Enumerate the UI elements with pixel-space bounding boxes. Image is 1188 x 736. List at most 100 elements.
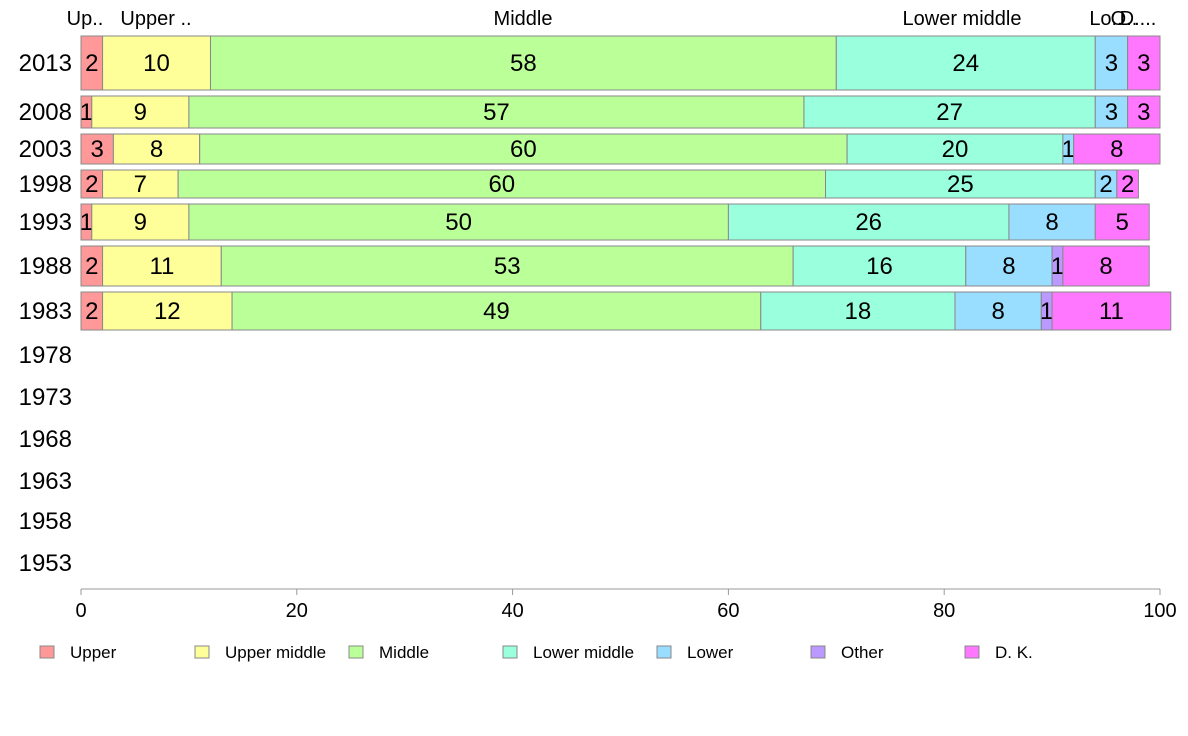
- legend-swatch: [502, 645, 518, 659]
- data-label: 8: [1110, 136, 1123, 163]
- data-label: 57: [483, 99, 510, 126]
- bar-segment: [1008, 203, 1096, 241]
- column-header-label: D....: [1120, 8, 1157, 30]
- y-tick-label: 1978: [19, 342, 72, 369]
- data-label: 8: [1045, 209, 1058, 236]
- data-label: 26: [855, 209, 882, 236]
- data-label: 25: [947, 171, 974, 198]
- legend-label: Upper: [70, 643, 117, 662]
- bar-segment: [1051, 291, 1172, 331]
- legend-swatch: [656, 645, 672, 659]
- bar-segment: [803, 95, 1096, 129]
- column-header-labels: Up.. Upper .. Middle Lower middle Lo..O..D..…: [67, 8, 1157, 30]
- data-label: 3: [1137, 99, 1150, 126]
- bar-segment: [965, 245, 1053, 287]
- bar-segment: [1062, 245, 1150, 287]
- bar-segment: [188, 95, 805, 129]
- y-tick-label: 1958: [19, 508, 72, 535]
- y-tick-label: 1953: [19, 550, 72, 577]
- x-tick-label: 100: [1143, 600, 1176, 622]
- bar-segment: [1127, 95, 1161, 129]
- bar-segment: [102, 291, 233, 331]
- data-label: 1: [1062, 136, 1075, 163]
- data-label: 1: [80, 99, 93, 126]
- data-label: 8: [1099, 253, 1112, 280]
- bar-segment: [199, 133, 848, 165]
- bar-segment: [1073, 133, 1161, 165]
- y-tick-label: 1968: [19, 426, 72, 453]
- y-tick-label: 2013: [19, 50, 72, 77]
- y-axis-labels: 2013 2008 2003 1998 1993 1988 1983 1978 1973 1968…: [19, 50, 72, 577]
- bar-segment: [231, 291, 762, 331]
- data-label: 60: [510, 136, 537, 163]
- legend-label: Other: [841, 643, 884, 662]
- bar-segment: [825, 169, 1096, 199]
- bar-segment: [1094, 203, 1150, 241]
- y-tick-label: 1988: [19, 253, 72, 280]
- data-label: 2: [85, 171, 98, 198]
- data-label: 2: [85, 298, 98, 325]
- data-label: 58: [510, 50, 537, 77]
- bar-segment: [792, 245, 967, 287]
- data-label: 2: [1121, 171, 1134, 198]
- x-tick-label: 60: [717, 600, 739, 622]
- bar-segment: [80, 133, 114, 165]
- data-label: 3: [91, 136, 104, 163]
- data-label: 53: [494, 253, 521, 280]
- data-label: 18: [845, 298, 872, 325]
- data-label: 11: [1099, 298, 1124, 325]
- data-label: 60: [488, 171, 515, 198]
- legend-swatch: [194, 645, 210, 659]
- data-label: 1: [1040, 298, 1053, 325]
- column-header-label: Up..: [67, 8, 104, 30]
- bar-segment: [112, 133, 201, 165]
- data-label: 9: [134, 209, 147, 236]
- bar-segment: [1116, 169, 1139, 199]
- bar-segment: [835, 35, 1096, 91]
- legend-label: Middle: [379, 643, 429, 662]
- data-label: 3: [1137, 50, 1150, 77]
- bar-segment: [102, 35, 211, 91]
- bar-segment: [846, 133, 1064, 165]
- legend-label: Lower middle: [533, 643, 634, 662]
- bar-segment: [220, 245, 794, 287]
- data-label: 2: [85, 253, 98, 280]
- bar-segment: [727, 203, 1010, 241]
- bars-group: 2 10 58 24 3 31 9 57 27 3 33 8 60 20 1 82 7 60 25 2 21 9 50 26 8…: [80, 35, 1172, 331]
- legend: Upper Upper middle Middle Lower middle Lower…: [39, 643, 1033, 662]
- data-label: 5: [1116, 209, 1129, 236]
- data-label: 50: [445, 209, 472, 236]
- data-label: 12: [154, 298, 181, 325]
- y-tick-label: 1973: [19, 384, 72, 411]
- data-label: 9: [134, 99, 147, 126]
- data-label: 10: [143, 50, 170, 77]
- x-tick-label: 20: [286, 600, 308, 622]
- column-header-label: O..: [1111, 8, 1138, 30]
- data-label: 49: [483, 298, 510, 325]
- data-label: 27: [936, 99, 963, 126]
- legend-label: Lower: [687, 643, 734, 662]
- x-tick-label: 80: [933, 600, 955, 622]
- data-label: 24: [952, 50, 979, 77]
- legend-label: Upper middle: [225, 643, 326, 662]
- legend-swatch: [810, 645, 826, 659]
- y-tick-label: 1998: [19, 171, 72, 198]
- bar-segment: [209, 35, 837, 91]
- bar-segment: [91, 203, 190, 241]
- data-label: 11: [149, 253, 174, 280]
- data-label: 2: [85, 50, 98, 77]
- bar-segment: [1127, 35, 1161, 91]
- data-label: 7: [134, 171, 147, 198]
- bar-segment: [954, 291, 1042, 331]
- y-tick-label: 2008: [19, 99, 72, 126]
- data-label: 20: [942, 136, 969, 163]
- bar-segment: [188, 203, 729, 241]
- x-tick-label: 40: [501, 600, 523, 622]
- data-label: 3: [1105, 50, 1118, 77]
- bar-segment: [102, 245, 222, 287]
- legend-swatch: [348, 645, 364, 659]
- y-tick-label: 1983: [19, 298, 72, 325]
- data-label: 3: [1105, 99, 1118, 126]
- data-label: 2: [1099, 171, 1112, 198]
